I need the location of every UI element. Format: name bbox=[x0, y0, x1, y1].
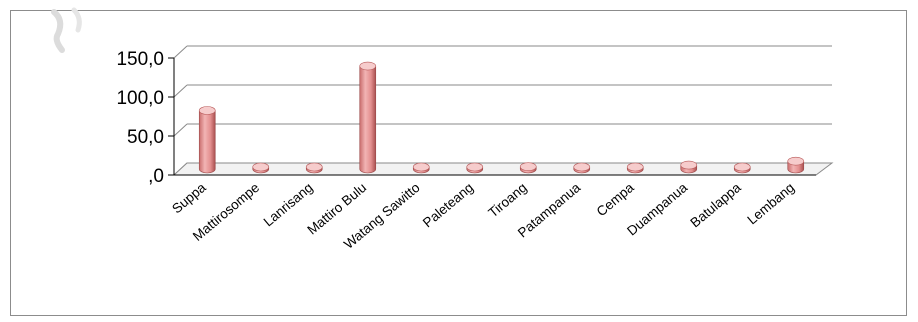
bars bbox=[198, 61, 805, 174]
bar bbox=[626, 162, 644, 174]
y-axis: 150,0 100,0 50,0 ,0 bbox=[116, 49, 816, 187]
y-tick-label: 100,0 bbox=[116, 88, 164, 109]
y-tick-label: 150,0 bbox=[116, 49, 164, 70]
bar-top bbox=[359, 61, 377, 71]
category-label: Lanrisang bbox=[261, 180, 316, 230]
bar-top bbox=[412, 162, 430, 172]
bar bbox=[198, 106, 216, 174]
bar bbox=[412, 162, 430, 174]
bar-top bbox=[252, 162, 270, 172]
watermark-fragment bbox=[51, 7, 82, 53]
bar-body bbox=[359, 65, 377, 174]
bar bbox=[787, 156, 805, 174]
bar bbox=[359, 61, 377, 174]
bar-top bbox=[573, 162, 591, 172]
bar-top bbox=[733, 162, 751, 172]
category-label: Batulappa bbox=[687, 179, 744, 230]
y-tick-label: ,0 bbox=[148, 166, 164, 187]
category-label: Lembang bbox=[744, 180, 797, 228]
bar bbox=[573, 162, 591, 174]
bar-top bbox=[680, 160, 698, 170]
bar bbox=[466, 162, 484, 174]
category-label: Suppa bbox=[169, 179, 209, 216]
bar-body bbox=[198, 110, 216, 174]
category-label: Tiroang bbox=[485, 180, 529, 221]
bar-top bbox=[466, 162, 484, 172]
category-label: Paleteang bbox=[420, 180, 476, 231]
bar-top bbox=[305, 162, 323, 172]
bar bbox=[252, 162, 270, 174]
bar bbox=[519, 162, 537, 174]
bar-top bbox=[626, 162, 644, 172]
gridline-depth bbox=[173, 123, 188, 137]
bar-top bbox=[787, 156, 805, 166]
bar bbox=[305, 162, 323, 174]
bar-top bbox=[519, 162, 537, 171]
category-label: Cempa bbox=[594, 179, 637, 219]
gridline-depth bbox=[173, 45, 188, 59]
bar bbox=[733, 162, 751, 174]
y-tick-label: 50,0 bbox=[127, 127, 164, 148]
gridlines bbox=[172, 45, 834, 176]
bar-top bbox=[198, 106, 216, 115]
gridline-depth bbox=[173, 84, 188, 98]
bar bbox=[680, 160, 698, 174]
floor bbox=[172, 162, 834, 176]
